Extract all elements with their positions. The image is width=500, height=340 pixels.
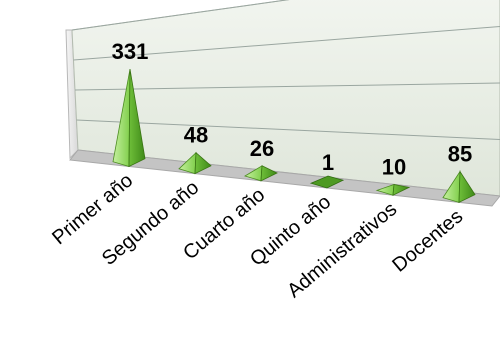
- data-label: 10: [382, 155, 406, 180]
- data-label: 1: [322, 150, 334, 175]
- data-label: 26: [250, 136, 274, 161]
- data-label: 85: [448, 141, 472, 166]
- data-label: 48: [184, 123, 208, 148]
- category-label: Docentes: [388, 205, 467, 276]
- data-label: 331: [112, 39, 149, 64]
